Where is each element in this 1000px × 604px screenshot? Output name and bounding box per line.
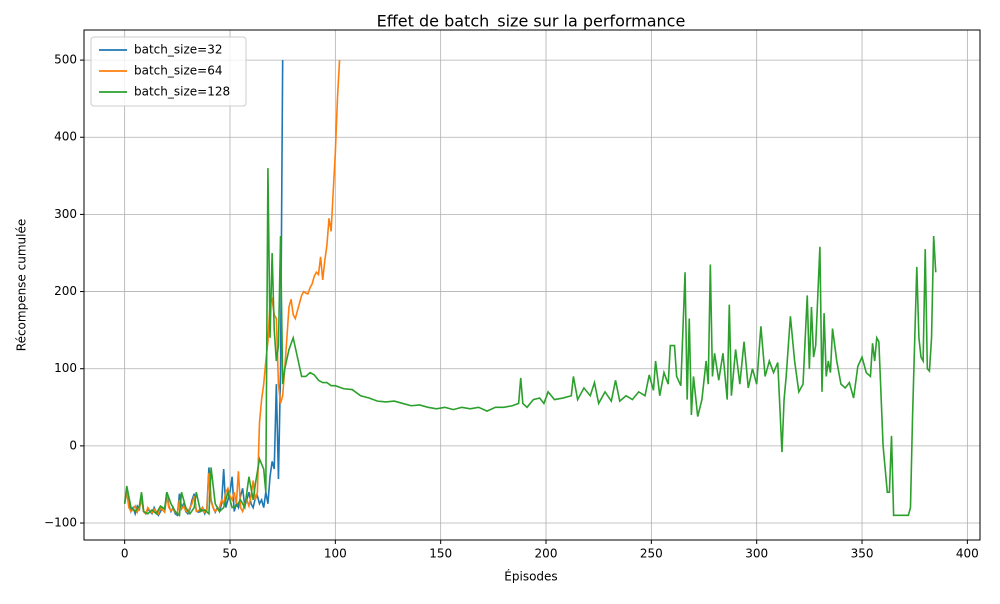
x-axis-label: Épisodes	[504, 569, 557, 584]
plot-frame	[83, 29, 981, 541]
chart-title: Effet de batch_size sur la performance	[377, 12, 686, 32]
y-axis-label: Récompense cumulée	[15, 219, 29, 351]
grid	[84, 30, 980, 540]
legend-label: batch_size=64	[134, 64, 222, 78]
y-tick-label: 500	[54, 53, 77, 67]
x-tick-label: 300	[745, 547, 768, 561]
legend-box	[90, 36, 247, 107]
y-tick-label: −100	[44, 516, 77, 530]
x-tick-label: 0	[121, 547, 129, 561]
y-tick-label: 200	[54, 284, 77, 298]
y-tick-label: 300	[54, 207, 77, 221]
x-tick-label: 50	[222, 547, 237, 561]
legend-label: batch_size=32	[134, 43, 222, 57]
x-tick-label: 350	[851, 547, 874, 561]
y-tick-label: 0	[69, 438, 77, 452]
legend-label: batch_size=128	[134, 85, 230, 99]
series-line	[123, 168, 937, 517]
y-tick-label: 100	[54, 361, 77, 375]
x-tick-label: 400	[956, 547, 979, 561]
x-tick-label: 200	[535, 547, 558, 561]
x-tick-label: 100	[324, 547, 347, 561]
x-tick-label: 250	[640, 547, 663, 561]
x-tick-label: 150	[429, 547, 452, 561]
y-tick-label: 400	[54, 130, 77, 144]
